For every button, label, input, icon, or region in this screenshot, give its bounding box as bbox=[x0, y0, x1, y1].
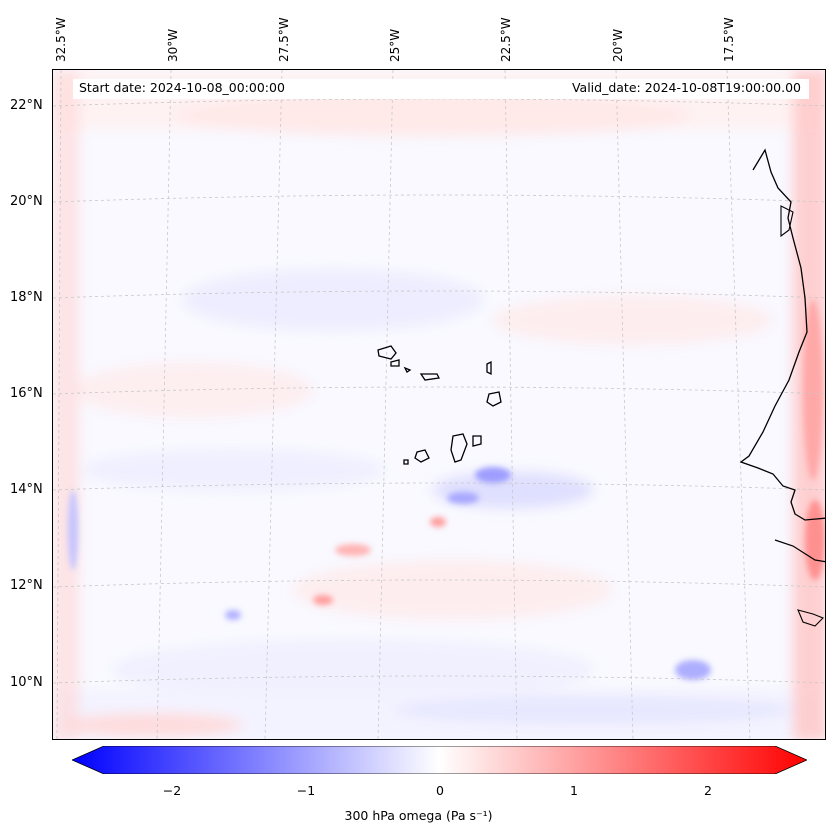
colorbar-tick: −2 bbox=[162, 783, 182, 798]
lat-label-20n: 20°N bbox=[10, 194, 43, 209]
colorbar-tick: 1 bbox=[570, 783, 578, 798]
parallel bbox=[53, 290, 825, 299]
island-sao-nicolau bbox=[419, 373, 440, 381]
island-boa-vista bbox=[486, 391, 502, 407]
island-santo-antao bbox=[377, 345, 397, 360]
island-sal bbox=[486, 360, 492, 376]
colorbar-tick: 0 bbox=[436, 783, 444, 798]
island-fogo bbox=[414, 449, 430, 463]
lon-label-27-5w: 27.5°W bbox=[277, 17, 291, 62]
meridian bbox=[504, 70, 518, 739]
africa-coastline bbox=[739, 148, 825, 521]
lat-label-22n: 22°N bbox=[10, 98, 43, 113]
africa-coastline bbox=[774, 539, 825, 563]
field-cell bbox=[675, 660, 711, 680]
meridian bbox=[264, 70, 283, 739]
valid-date-text: Valid_date: 2024-10-08T19:00:00.00 bbox=[571, 80, 801, 95]
meridian bbox=[56, 70, 62, 739]
island-maio bbox=[472, 435, 482, 447]
field-cell bbox=[225, 610, 241, 620]
field-cell bbox=[68, 490, 78, 570]
cape-verde-islands bbox=[377, 345, 502, 465]
colorbar-tick: −1 bbox=[296, 783, 316, 798]
colorbar bbox=[72, 746, 807, 774]
island-sao-vicente bbox=[390, 359, 400, 367]
meridian bbox=[156, 70, 172, 739]
colorbar-gradient bbox=[72, 746, 807, 774]
coast-inlet bbox=[780, 205, 794, 238]
lon-label-30w: 30°W bbox=[166, 28, 180, 62]
field-cell bbox=[475, 467, 511, 483]
gridlines bbox=[53, 70, 825, 739]
parallel bbox=[53, 386, 825, 395]
lat-label-14n: 14°N bbox=[10, 482, 43, 497]
meridian bbox=[726, 70, 751, 739]
field-cell bbox=[430, 517, 446, 527]
island-santa-luzia bbox=[403, 366, 412, 373]
field-patch bbox=[83, 450, 383, 490]
field-patch bbox=[63, 713, 243, 737]
colorbar-tick: 2 bbox=[704, 783, 712, 798]
info-band bbox=[73, 79, 809, 99]
lon-label-22-5w: 22.5°W bbox=[499, 17, 513, 62]
parallel bbox=[53, 579, 825, 588]
meridian bbox=[377, 70, 394, 739]
lon-label-17-5w: 17.5°W bbox=[722, 17, 736, 62]
parallel bbox=[53, 675, 825, 684]
field-cells bbox=[68, 300, 825, 680]
lon-label-25w: 25°W bbox=[388, 28, 402, 62]
bijagos-islands bbox=[797, 609, 824, 627]
parallel bbox=[53, 194, 825, 203]
island-santiago bbox=[450, 433, 468, 463]
island-brava bbox=[403, 459, 409, 465]
lon-label-32-5w: 32.5°W bbox=[54, 17, 68, 62]
field-patch bbox=[493, 295, 773, 345]
lat-label-12n: 12°N bbox=[10, 578, 43, 593]
parallel bbox=[53, 482, 825, 491]
field-patch bbox=[393, 696, 793, 724]
colorbar-label: 300 hPa omega (Pa s⁻¹) bbox=[344, 808, 493, 823]
start-date-text: Start date: 2024-10-08_00:00:00 bbox=[79, 80, 285, 95]
field-cell bbox=[805, 500, 825, 580]
field-patch bbox=[173, 93, 693, 137]
field-cell bbox=[803, 300, 823, 480]
field-patch bbox=[293, 560, 613, 620]
lat-label-16n: 16°N bbox=[10, 386, 43, 401]
meridian bbox=[615, 70, 634, 739]
omega-field-map bbox=[53, 70, 825, 739]
field-patch bbox=[53, 70, 79, 739]
field-patch bbox=[113, 640, 593, 700]
map-panel[interactable]: Start date: 2024-10-08_00:00:00 Valid_da… bbox=[52, 69, 826, 740]
lat-label-10n: 10°N bbox=[10, 675, 43, 690]
field-cell bbox=[335, 544, 371, 556]
parallel bbox=[53, 98, 825, 107]
lon-label-20w: 20°W bbox=[611, 28, 625, 62]
field-cell bbox=[447, 492, 479, 504]
field-cell bbox=[313, 595, 333, 605]
field-patch bbox=[183, 270, 483, 330]
lat-label-18n: 18°N bbox=[10, 290, 43, 305]
